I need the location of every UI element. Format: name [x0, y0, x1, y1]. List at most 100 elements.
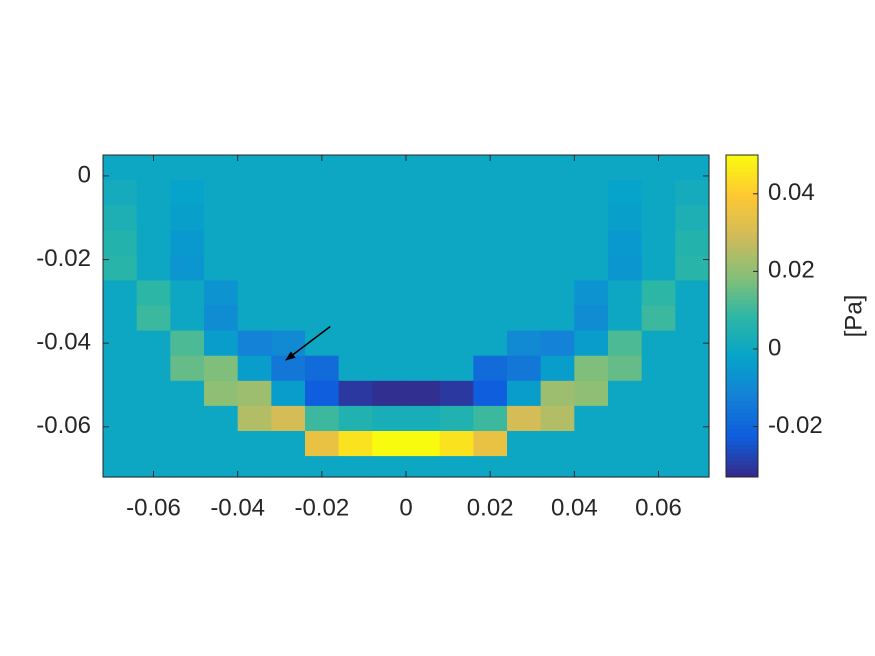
colorbar-swatch [726, 259, 758, 265]
heat-cell [338, 405, 373, 432]
heat-cell [271, 155, 306, 181]
colorbar-swatch [726, 211, 758, 216]
heat-cell [608, 180, 643, 206]
heat-cell [574, 405, 609, 432]
heat-cell [204, 280, 239, 307]
heat-cell [473, 205, 508, 231]
colorbar-swatch [726, 408, 758, 414]
colorbar-swatch [726, 307, 758, 313]
heat-cell [439, 380, 474, 407]
heat-cell [608, 255, 643, 282]
colorbar-swatch [726, 263, 758, 269]
heat-cell [641, 280, 676, 307]
colorbar-swatch [726, 336, 758, 341]
heat-cell [271, 431, 306, 457]
x-tick-label: 0 [399, 494, 412, 521]
colorbar-swatch [726, 311, 758, 317]
colorbar-swatch [726, 183, 758, 188]
heat-cell [271, 380, 306, 407]
heat-cell [271, 230, 306, 256]
heat-cell [574, 205, 609, 231]
colorbar-swatch [726, 444, 758, 450]
heat-cell [574, 431, 609, 457]
heat-cell [237, 380, 272, 407]
heat-cell [103, 180, 138, 206]
heat-cell [439, 330, 474, 357]
colorbar-swatch [726, 251, 758, 257]
x-tick-label: -0.02 [294, 494, 349, 521]
heat-cell [608, 280, 643, 307]
colorbar-swatch [726, 239, 758, 245]
heat-cell [271, 180, 306, 206]
colorbar-swatch [726, 400, 758, 406]
heat-cell [372, 255, 407, 282]
heat-cell [372, 280, 407, 307]
heat-cell [574, 255, 609, 282]
heat-cell [204, 405, 239, 432]
heat-cell [271, 405, 306, 432]
heat-cell [406, 280, 441, 307]
heat-cell [136, 380, 171, 407]
colorbar-swatch [726, 416, 758, 422]
colorbar-swatch [726, 396, 758, 402]
colorbar-swatch [726, 295, 758, 301]
heat-cell [406, 456, 441, 478]
heat-cell [372, 405, 407, 432]
heat-cell [204, 380, 239, 407]
colorbar-swatch [726, 275, 758, 281]
heat-cell [507, 280, 542, 307]
colorbar-swatch [726, 388, 758, 393]
heat-cell [372, 180, 407, 206]
colorbar-swatch [726, 299, 758, 305]
heat-cell [608, 405, 643, 432]
colorbar-swatch [726, 167, 758, 172]
heat-cell [305, 230, 340, 256]
heat-cell [540, 305, 575, 332]
x-tick-label: 0.06 [635, 494, 682, 521]
heat-cell [271, 305, 306, 332]
heat-cell [338, 205, 373, 231]
heat-cell [372, 431, 407, 457]
heat-cell [372, 305, 407, 332]
annotation-arrow [285, 325, 331, 361]
colorbar-swatch [726, 404, 758, 410]
colorbar-frame [725, 154, 759, 478]
heat-cell [540, 180, 575, 206]
colorbar-swatch [726, 332, 758, 337]
colorbar-swatch [726, 231, 758, 236]
colorbar-swatch [726, 159, 758, 164]
colorbar-swatch [726, 352, 758, 357]
heat-cell [338, 280, 373, 307]
colorbar-swatch [726, 271, 758, 277]
colorbar-swatch [726, 163, 758, 168]
heat-cell [540, 155, 575, 181]
heat-cell [305, 330, 340, 357]
colorbar-swatch [726, 291, 758, 297]
heat-cell [271, 255, 306, 282]
x-tick-label: -0.06 [126, 494, 181, 521]
colorbar-swatch [726, 392, 758, 397]
heat-cell [170, 380, 205, 407]
heat-cell [305, 355, 340, 382]
heat-cell [237, 305, 272, 332]
heat-cell [338, 230, 373, 256]
heat-cell [170, 205, 205, 231]
heat-cell [406, 355, 441, 382]
heat-cell [507, 305, 542, 332]
heat-cell [305, 456, 340, 478]
colorbar-swatch [726, 456, 758, 462]
colorbar-swatch [726, 287, 758, 293]
colorbar-swatch [726, 468, 758, 474]
colorbar-swatch [726, 255, 758, 261]
heat-cell [439, 456, 474, 478]
heat-cell [338, 330, 373, 357]
colorbar-swatch [726, 328, 758, 333]
heat-cell [170, 305, 205, 332]
heat-cell [406, 255, 441, 282]
colorbar-swatch [726, 436, 758, 442]
heat-cell [338, 355, 373, 382]
heat-cell [136, 255, 171, 282]
heat-cell [675, 155, 710, 181]
heat-cell [608, 205, 643, 231]
